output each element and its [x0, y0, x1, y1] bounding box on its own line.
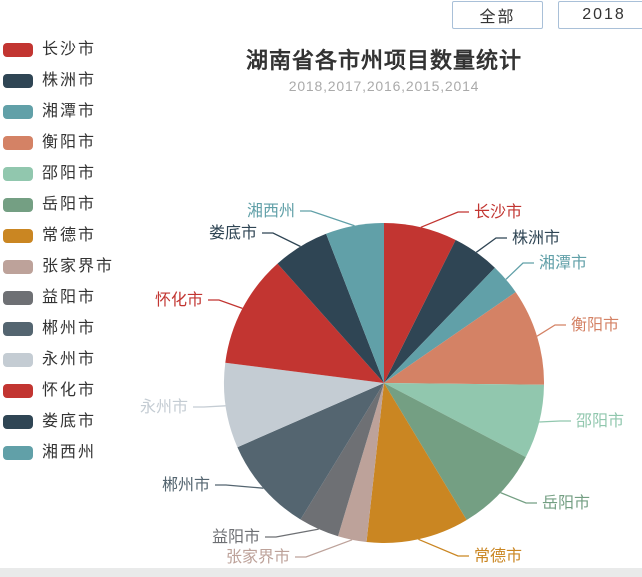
legend-swatch [3, 415, 33, 429]
legend-swatch [3, 384, 33, 398]
legend-item[interactable]: 益阳市 [3, 289, 114, 306]
legend-swatch [3, 322, 33, 336]
legend-item-label: 永州市 [42, 351, 97, 368]
legend-item[interactable]: 常德市 [3, 227, 114, 244]
legend-item[interactable]: 邵阳市 [3, 165, 114, 182]
legend-item[interactable]: 长沙市 [3, 41, 114, 58]
pie-label: 长沙市 [474, 203, 522, 221]
pie-label: 株洲市 [512, 229, 560, 247]
pie-slice[interactable] [326, 222, 384, 383]
pie-label-line [300, 210, 355, 227]
pie-slice[interactable] [384, 223, 456, 383]
legend-item-label: 湘西州 [42, 444, 97, 461]
legend-item[interactable]: 岳阳市 [3, 196, 114, 213]
pie-label: 岳阳市 [542, 494, 590, 512]
legend-item[interactable]: 永州市 [3, 351, 114, 368]
legend-swatch [3, 291, 33, 305]
legend-item-label: 常德市 [42, 227, 97, 244]
pie-label-line [193, 405, 226, 408]
pie-label-line [505, 262, 534, 280]
pie-label-line [418, 538, 469, 557]
filter-year-2018-button[interactable]: 2018 [558, 1, 642, 29]
pie-label-line [215, 484, 264, 489]
pie-slice[interactable] [366, 383, 467, 543]
pie-label: 湘西州 [247, 202, 295, 220]
pie-slice[interactable] [384, 383, 526, 520]
pie-slice[interactable] [384, 292, 545, 385]
pie-label: 怀化市 [155, 291, 203, 309]
legend-swatch [3, 229, 33, 243]
legend: 长沙市株洲市湘潭市衡阳市邵阳市岳阳市常德市张家界市益阳市郴州市永州市怀化市娄底市… [3, 41, 115, 461]
legend-item-label: 衡阳市 [42, 134, 97, 151]
pie-label: 常德市 [474, 547, 522, 565]
legend-item-label: 湘潭市 [42, 103, 97, 120]
pie-label: 郴州市 [162, 476, 210, 494]
pie-slice[interactable] [338, 383, 384, 542]
pie-label: 衡阳市 [571, 316, 619, 334]
legend-swatch [3, 136, 33, 150]
legend-item[interactable]: 怀化市 [3, 382, 114, 399]
legend-item[interactable]: 株洲市 [3, 72, 114, 89]
pie-label-line [536, 324, 566, 337]
legend-item-label: 怀化市 [42, 382, 97, 399]
legend-item-label: 益阳市 [42, 289, 97, 306]
legend-item-label: 娄底市 [42, 413, 97, 430]
pie-label-line [500, 491, 537, 504]
chart-title: 湖南省各市州项目数量统计 [245, 48, 523, 73]
pie-label-line [265, 528, 319, 538]
legend-item[interactable]: 娄底市 [3, 413, 114, 430]
pie-slice[interactable] [225, 263, 384, 383]
legend-swatch [3, 260, 33, 274]
pie-slice[interactable] [384, 240, 495, 383]
legend-item-label: 郴州市 [42, 320, 97, 337]
legend-item[interactable]: 湘西州 [3, 444, 114, 461]
pie-slice[interactable] [223, 362, 384, 448]
pie-label-line [295, 539, 353, 558]
pie-label: 娄底市 [209, 224, 257, 242]
pie-label: 湘潭市 [539, 254, 587, 272]
legend-item[interactable]: 衡阳市 [3, 134, 114, 151]
pie-slice[interactable] [300, 383, 385, 537]
pie-label: 永州市 [140, 398, 188, 416]
legend-item[interactable]: 郴州市 [3, 320, 114, 337]
legend-swatch [3, 167, 33, 181]
pie-label: 益阳市 [212, 528, 260, 546]
legend-swatch [3, 198, 33, 212]
pie-label: 张家界市 [226, 548, 290, 566]
legend-swatch [3, 43, 33, 57]
legend-item[interactable]: 张家界市 [3, 258, 115, 275]
pie-label-line [262, 232, 301, 248]
legend-swatch [3, 353, 33, 367]
pie-label: 邵阳市 [576, 412, 624, 430]
legend-item-label: 张家界市 [42, 258, 115, 275]
legend-item-label: 岳阳市 [42, 196, 97, 213]
pie-slice[interactable] [277, 233, 385, 383]
pie-label-line [420, 211, 469, 228]
legend-item[interactable]: 湘潭市 [3, 103, 114, 120]
pie-slice[interactable] [384, 267, 516, 383]
legend-item-label: 长沙市 [42, 41, 97, 58]
chart-subtitle: 2018,2017,2016,2015,2014 [288, 78, 480, 94]
bottom-strip [0, 568, 642, 577]
pie-slice[interactable] [384, 383, 544, 458]
filter-all-button[interactable]: 全部 [452, 1, 543, 29]
pie-label-line [539, 420, 571, 423]
pie-label-line [475, 237, 507, 253]
legend-swatch [3, 446, 33, 460]
pie-slice[interactable] [237, 383, 384, 520]
legend-swatch [3, 105, 33, 119]
legend-item-label: 邵阳市 [42, 165, 97, 182]
pie-label-line [208, 299, 243, 310]
legend-swatch [3, 74, 33, 88]
legend-item-label: 株洲市 [42, 72, 97, 89]
